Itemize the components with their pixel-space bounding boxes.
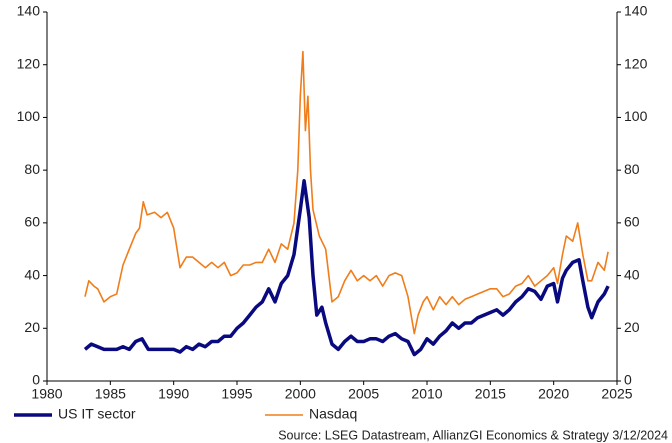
x-tick-label: 2010 (411, 386, 442, 402)
y2-tick-label: 0 (624, 372, 632, 388)
series-line (83, 178, 610, 357)
y-tick-label: 140 (17, 3, 41, 19)
x-tick-label: 1995 (221, 386, 252, 402)
y2-tick-label: 120 (624, 55, 648, 71)
x-tick-label: 2025 (601, 386, 632, 402)
x-tick-label: 2000 (285, 386, 316, 402)
x-tick-label: 2015 (475, 386, 506, 402)
y2-tick-label: 100 (624, 108, 648, 124)
y-tick-label: 40 (24, 266, 40, 282)
x-tick-label: 1990 (158, 386, 189, 402)
y2-tick-label: 140 (624, 3, 648, 19)
y2-tick-label: 80 (624, 161, 640, 177)
y2-tick-label: 20 (624, 319, 640, 335)
x-tick-label: 2005 (348, 386, 379, 402)
y-tick-label: 80 (24, 161, 40, 177)
x-tick-label: 1980 (31, 386, 62, 402)
y2-tick-label: 40 (624, 266, 640, 282)
y-tick-label: 120 (17, 55, 41, 71)
y2-tick-label: 60 (624, 214, 640, 230)
legend-label: Nasdaq (309, 406, 357, 422)
x-tick-label: 2020 (538, 386, 569, 402)
x-tick-label: 1985 (95, 386, 126, 402)
series-line (84, 50, 609, 335)
y-tick-label: 100 (17, 108, 41, 124)
y-tick-label: 0 (32, 372, 40, 388)
source-note: Source: LSEG Datastream, AllianzGI Econo… (278, 428, 668, 442)
legend-label: US IT sector (58, 406, 136, 422)
y-tick-label: 60 (24, 214, 40, 230)
y-tick-label: 20 (24, 319, 40, 335)
